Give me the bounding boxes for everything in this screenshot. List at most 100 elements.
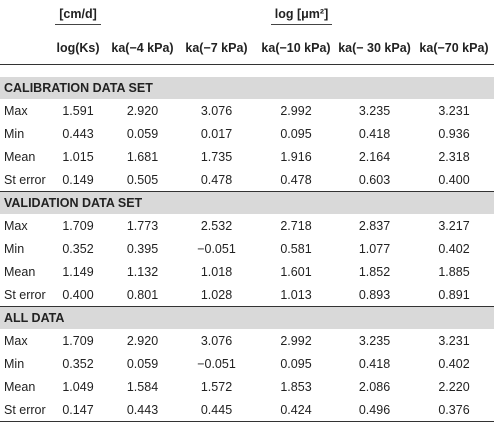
section-header: CALIBRATION DATA SET (0, 77, 494, 99)
table-cell: 0.017 (200, 126, 233, 141)
table-cell: 1.028 (176, 283, 257, 307)
table-cell: 3.235 (358, 103, 391, 118)
table-row: Max 1.709 1.773 2.532 2.718 2.837 3.217 (0, 214, 494, 237)
table-cell: 1.601 (280, 264, 312, 279)
table-cell: −0.051 (197, 241, 236, 256)
table-cell: 0.893 (335, 283, 414, 307)
table-cell: 0.424 (257, 398, 335, 422)
column-header: ka(− 30 kPa) (335, 32, 414, 65)
table-cell: 1.132 (126, 264, 159, 279)
table-cell: 1.591 (62, 103, 94, 118)
row-label: Mean (4, 149, 36, 164)
table-cell: 1.015 (62, 149, 94, 164)
table-cell: 1.735 (200, 149, 233, 164)
table-cell: 2.318 (438, 149, 470, 164)
table-cell: 3.076 (200, 103, 233, 118)
table-cell: 0.418 (358, 356, 391, 371)
row-label: Min (4, 126, 25, 141)
unit-ks: [cm/d] (47, 0, 109, 32)
table-cell: 0.149 (47, 168, 109, 192)
table-cell: 2.920 (126, 333, 159, 348)
table-cell: 0.402 (438, 356, 470, 371)
table-cell: 1.149 (62, 264, 94, 279)
table-cell: 0.801 (109, 283, 176, 307)
table-row: St error 0.149 0.505 0.478 0.478 0.603 0.400 (0, 168, 494, 192)
table-cell: 0.443 (109, 398, 176, 422)
table-cell: −0.051 (197, 356, 236, 371)
table-cell: 2.220 (438, 379, 470, 394)
table-cell: 1.709 (62, 218, 94, 233)
row-label: Min (4, 356, 25, 371)
table-cell: 1.584 (126, 379, 159, 394)
table-cell: 1.077 (358, 241, 391, 256)
table-cell: 2.992 (280, 103, 312, 118)
table-cell: 1.853 (280, 379, 312, 394)
table-cell: 0.581 (280, 241, 312, 256)
table-cell: 1.049 (62, 379, 94, 394)
table-cell: 0.443 (62, 126, 94, 141)
table-cell: 2.837 (358, 218, 391, 233)
table-cell: 0.376 (414, 398, 494, 422)
table-cell: 2.992 (280, 333, 312, 348)
row-label: Max (4, 333, 28, 348)
row-label: St error (0, 398, 47, 422)
table-cell: 0.936 (438, 126, 470, 141)
table-row: Min 0.443 0.059 0.017 0.095 0.418 0.936 (0, 122, 494, 145)
table-cell: 0.496 (335, 398, 414, 422)
row-label: Mean (4, 264, 36, 279)
table-cell: 2.164 (358, 149, 391, 164)
column-header: log(Ks) (47, 32, 109, 65)
table-cell: 0.400 (47, 283, 109, 307)
row-label: Max (4, 218, 28, 233)
table-cell: 0.095 (280, 356, 312, 371)
table-cell: 1.709 (62, 333, 94, 348)
table-cell: 3.217 (438, 218, 470, 233)
table-cell: 0.059 (126, 356, 159, 371)
table-cell: 1.572 (200, 379, 233, 394)
table-cell: 2.532 (200, 218, 233, 233)
table-cell: 1.681 (126, 149, 159, 164)
table-cell: 1.013 (257, 283, 335, 307)
section-title: ALL DATA (0, 306, 494, 329)
table-cell: 2.718 (280, 218, 312, 233)
table-cell: 3.076 (200, 333, 233, 348)
row-label: Max (4, 103, 28, 118)
table-row: Mean 1.015 1.681 1.735 1.916 2.164 2.318 (0, 145, 494, 168)
table-cell: 2.086 (358, 379, 391, 394)
table-row: Min 0.352 0.395 −0.051 0.581 1.077 0.402 (0, 237, 494, 260)
table-cell: 0.478 (176, 168, 257, 192)
unit-header-row: [cm/d] log [μm²] (0, 0, 494, 32)
unit-ka: log [μm²] (109, 0, 494, 32)
table-cell: 0.418 (358, 126, 391, 141)
table-cell: 2.920 (126, 103, 159, 118)
table-cell: 3.231 (438, 103, 470, 118)
column-header-row: log(Ks) ka(−4 kPa) ka(−7 kPa) ka(−10 kPa… (0, 32, 494, 65)
table-cell: 3.231 (438, 333, 470, 348)
column-header: ka(−7 kPa) (176, 32, 257, 65)
table-cell: 0.402 (438, 241, 470, 256)
table-cell: 0.395 (126, 241, 159, 256)
row-label: Mean (4, 379, 36, 394)
table-cell: 1.018 (200, 264, 233, 279)
table-cell: 0.445 (176, 398, 257, 422)
section-title: CALIBRATION DATA SET (0, 77, 494, 99)
table-cell: 1.916 (280, 149, 312, 164)
section-header: ALL DATA (0, 306, 494, 329)
table-cell: 3.235 (358, 333, 391, 348)
table-row: Max 1.591 2.920 3.076 2.992 3.235 3.231 (0, 99, 494, 122)
table-cell: 0.478 (257, 168, 335, 192)
table-cell: 1.852 (358, 264, 391, 279)
section-title: VALIDATION DATA SET (0, 191, 494, 214)
table-cell: 1.885 (438, 264, 470, 279)
table-row: Max 1.709 2.920 3.076 2.992 3.235 3.231 (0, 329, 494, 352)
table-row: St error 0.147 0.443 0.445 0.424 0.496 0.376 (0, 398, 494, 422)
table-cell: 0.400 (414, 168, 494, 192)
column-header: ka(−10 kPa) (257, 32, 335, 65)
table-row: Mean 1.049 1.584 1.572 1.853 2.086 2.220 (0, 375, 494, 398)
header-gap (0, 65, 494, 78)
table-row: Mean 1.149 1.132 1.018 1.601 1.852 1.885 (0, 260, 494, 283)
table-cell: 0.603 (335, 168, 414, 192)
table-cell: 0.059 (126, 126, 159, 141)
column-header: ka(−70 kPa) (414, 32, 494, 65)
